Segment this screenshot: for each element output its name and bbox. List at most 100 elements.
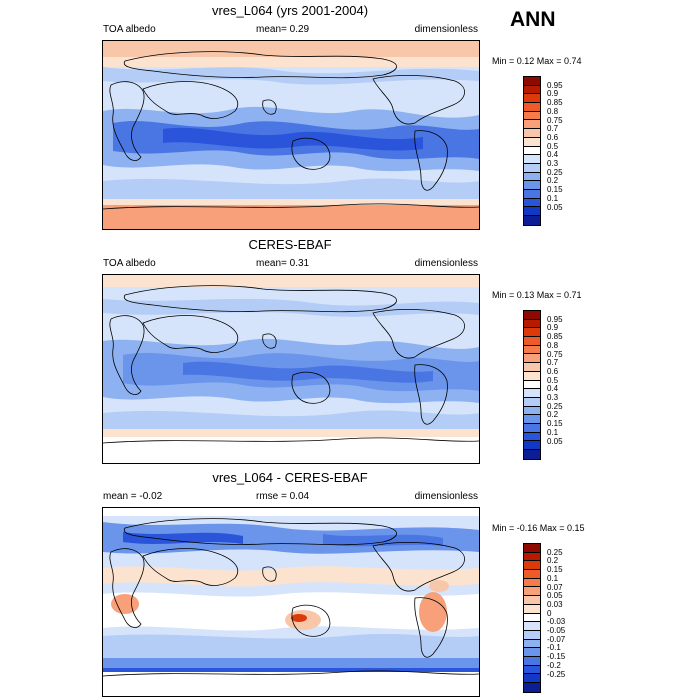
colorbar-swatch — [524, 103, 540, 112]
colorbar-tick-label: 0.2 — [547, 176, 559, 186]
colorbar-tick-label: 0.8 — [547, 340, 559, 350]
colorbar-swatch — [524, 163, 540, 173]
colorbar-tick-label: 0.25 — [547, 167, 563, 177]
colorbar-tick-label: 0.4 — [547, 384, 559, 394]
colorbar-swatch — [524, 328, 540, 338]
colorbar-tick-label: 0.75 — [547, 349, 563, 359]
colorbar-swatch — [524, 389, 540, 398]
colorbar-swatch — [524, 561, 540, 571]
colorbar-tick-label: 0.9 — [547, 89, 559, 99]
colorbar-tick-label: 0.15 — [547, 185, 563, 195]
colorbar-swatch — [524, 665, 540, 675]
panel-3-map — [102, 507, 480, 697]
panel-3-rmse-label: rmse = 0.04 — [256, 491, 310, 502]
colorbar-swatch — [524, 129, 540, 138]
colorbar-tick-label: 0.7 — [547, 358, 559, 368]
colorbar-tick-label: 0.7 — [547, 124, 559, 134]
colorbar-swatch — [524, 198, 540, 208]
panel-2-map — [102, 274, 480, 464]
panel-1-variable-label: TOA albedo — [103, 24, 156, 35]
colorbar-tick-label: 0.95 — [547, 314, 563, 324]
colorbar-swatch — [524, 587, 540, 597]
colorbar-swatch — [524, 337, 540, 346]
colorbar-tick-label: -0.05 — [547, 626, 566, 635]
colorbar-tick-label: -0.1 — [547, 643, 561, 653]
colorbar-swatch — [524, 648, 540, 657]
colorbar-tick-label: 0.9 — [547, 323, 559, 333]
panel-1-map — [102, 40, 480, 230]
colorbar-swatch — [524, 450, 540, 459]
colorbar-swatch — [524, 345, 540, 355]
colorbar-tick-label: 0.5 — [547, 141, 559, 151]
panel-1-mean-label: mean= 0.29 — [256, 24, 310, 35]
colorbar-tick-label: 0.95 — [547, 80, 563, 90]
panel-2-colorbar — [523, 310, 541, 460]
panel-3-colorbar — [523, 543, 541, 693]
colorbar-tick-label: 0.3 — [547, 393, 559, 402]
panel-2-minmax: Min = 0.13 Max = 0.71 — [492, 290, 582, 300]
colorbar-tick-label: 0.75 — [547, 115, 563, 125]
colorbar-tick-label: -0.25 — [547, 669, 566, 679]
colorbar-swatch — [524, 552, 540, 562]
colorbar-swatch — [524, 622, 540, 631]
colorbar-tick-label: -0.2 — [547, 660, 561, 670]
colorbar-tick-label: 0.05 — [547, 591, 563, 601]
colorbar-swatch — [524, 363, 540, 372]
season-label: ANN — [510, 8, 556, 31]
colorbar-tick-label: 0.25 — [547, 547, 563, 557]
colorbar-swatch — [524, 120, 540, 130]
colorbar-tick-label: 0.8 — [547, 106, 559, 116]
colorbar-tick-label: 0.25 — [547, 401, 563, 411]
colorbar-tick-label: 0.5 — [547, 375, 559, 385]
colorbar-tick-label: 0.85 — [547, 98, 563, 108]
colorbar-swatch — [524, 146, 540, 156]
colorbar-tick-label: 0.07 — [547, 582, 563, 592]
colorbar-tick-label: -0.07 — [547, 634, 566, 644]
panel-2-mean-label: mean= 0.31 — [256, 258, 310, 269]
colorbar-swatch — [524, 596, 540, 605]
colorbar-swatch — [524, 181, 540, 190]
colorbar-tick-label: 0.1 — [547, 193, 559, 203]
colorbar-tick-label: 0.2 — [547, 410, 559, 420]
colorbar-swatch — [524, 604, 540, 614]
colorbar-tick-label: 0.05 — [547, 202, 563, 212]
colorbar-tick-label: 0.1 — [547, 573, 559, 583]
colorbar-swatch — [524, 406, 540, 416]
colorbar-swatch — [524, 683, 540, 692]
colorbar-tick-label: 0.4 — [547, 150, 559, 160]
colorbar-tick-label: -0.15 — [547, 652, 566, 662]
panel-2-title: CERES-EBAF — [248, 237, 332, 252]
colorbar-swatch — [524, 172, 540, 182]
colorbar-swatch — [524, 354, 540, 364]
colorbar-swatch — [524, 77, 540, 86]
panel-2-variable-label: TOA albedo — [103, 258, 156, 269]
colorbar-tick-label: 0.6 — [547, 366, 559, 376]
panel-3-title: vres_L064 - CERES-EBAF — [212, 470, 368, 485]
colorbar-swatch — [524, 397, 540, 407]
panel-1-minmax: Min = 0.12 Max = 0.74 — [492, 56, 582, 66]
colorbar-swatch — [524, 639, 540, 649]
colorbar-tick-label: 0.03 — [547, 599, 563, 609]
colorbar-swatch — [524, 630, 540, 640]
colorbar-tick-label: 0.85 — [547, 332, 563, 342]
colorbar-tick-label: 0.3 — [547, 159, 559, 168]
panel-1-title: vres_L064 (yrs 2001-2004) — [211, 3, 369, 18]
panel-1-colorbar — [523, 76, 541, 226]
colorbar-swatch — [524, 94, 540, 104]
colorbar-swatch — [524, 578, 540, 588]
colorbar-swatch — [524, 674, 540, 683]
panel-3-map-field — [103, 508, 479, 696]
panel-3-mean-label: mean = -0.02 — [103, 491, 163, 502]
panel-1-units-label: dimensionless — [414, 24, 478, 35]
colorbar-swatch — [524, 432, 540, 442]
panel-3-units-label: dimensionless — [414, 491, 478, 502]
colorbar-swatch — [524, 371, 540, 381]
colorbar-tick-label: 0.15 — [547, 419, 563, 429]
colorbar-swatch — [524, 613, 540, 623]
colorbar-swatch — [524, 380, 540, 390]
colorbar-swatch — [524, 137, 540, 147]
colorbar-tick-label: 0.05 — [547, 436, 563, 446]
panel-2-map-field — [103, 275, 479, 463]
colorbar-swatch — [524, 656, 540, 666]
colorbar-tick-label: 0 — [547, 608, 552, 618]
